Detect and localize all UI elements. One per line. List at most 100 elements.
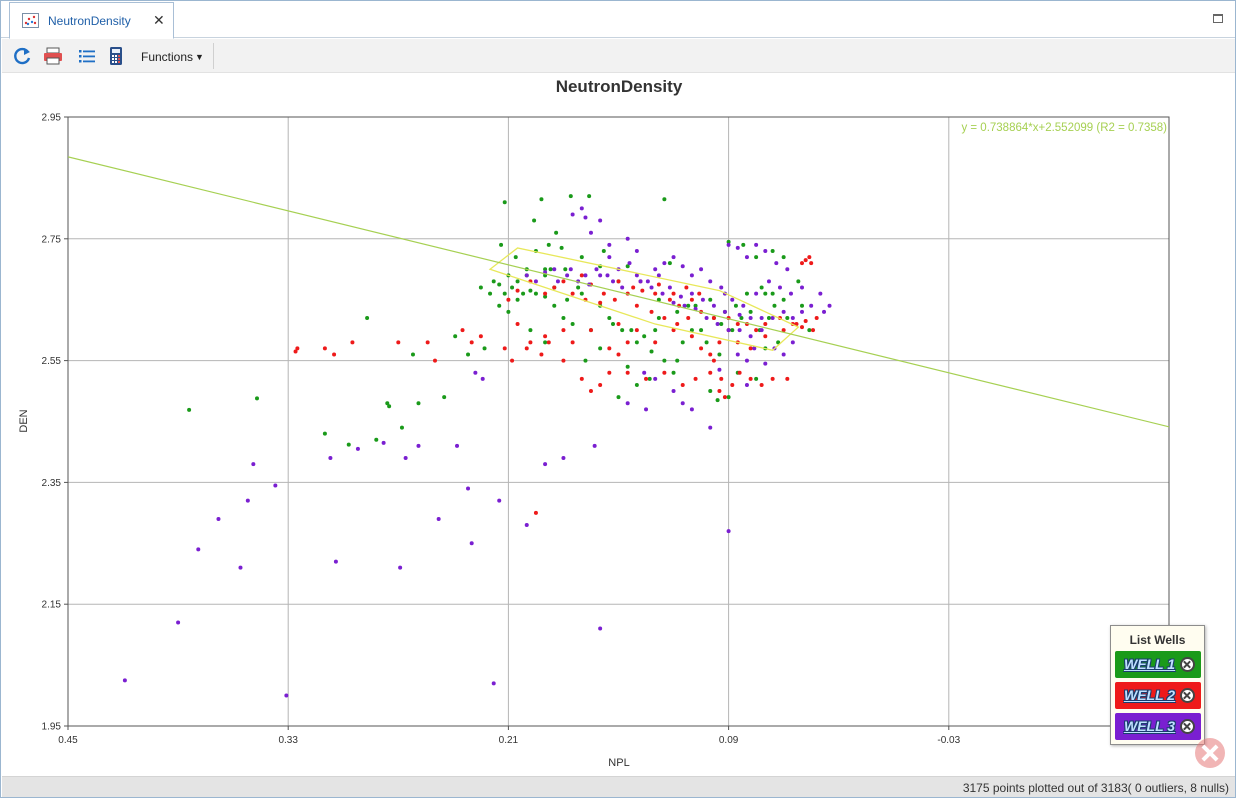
data-point [561,456,566,461]
close-circle-icon[interactable] [1180,688,1195,703]
data-point [730,297,735,302]
data-point [656,282,661,287]
data-point [546,340,551,345]
data-point [506,297,511,302]
data-point [625,340,630,345]
data-point [662,197,667,202]
scatter-plot[interactable]: NeutronDensity 0.45 0.33 0.21 0.09 -0.03 1.95… [1,73,1235,776]
data-point [686,315,691,320]
data-point [800,325,804,330]
data-point [785,267,790,272]
tab-close-icon[interactable]: ✕ [153,12,165,28]
refresh-icon[interactable] [12,45,34,67]
data-point [671,389,676,394]
data-point [607,315,612,320]
data-point [528,288,533,293]
data-point [543,291,548,296]
data-point [649,349,654,354]
data-point [552,267,557,272]
data-point [800,261,804,266]
data-point [772,303,777,308]
data-point [607,346,612,351]
data-point [631,285,636,290]
maximize-icon[interactable] [1213,14,1223,23]
close-icon[interactable] [1195,738,1225,768]
data-point [634,303,639,308]
close-circle-icon[interactable] [1180,657,1195,672]
data-point [693,376,698,381]
data-point [809,303,814,308]
data-point [748,376,753,381]
data-point [759,315,764,320]
data-point [425,340,430,345]
well-1-button[interactable]: WELL 1 [1115,651,1201,678]
data-point [524,346,529,351]
data-point [754,376,759,381]
data-point [680,340,685,345]
data-point [781,328,786,333]
data-point [735,322,740,327]
status-text: 3175 points plotted out of 3183( 0 outli… [962,781,1229,795]
data-point [625,401,630,406]
data-point [794,322,799,327]
y-tick-label: 1.95 [42,722,62,733]
data-point [579,206,584,211]
data-point [396,340,401,345]
data-point [708,297,713,302]
data-point [533,510,538,515]
x-tick-label: 0.45 [58,735,78,746]
data-point [763,248,768,253]
data-point [610,279,615,284]
chart-title: NeutronDensity [556,77,683,96]
data-point [741,303,746,308]
data-point [543,462,548,467]
data-point [480,376,485,381]
data-point [601,291,606,296]
data-point [807,255,812,260]
well-1-label: WELL 1 [1124,656,1176,672]
data-point [469,340,474,345]
data-point [616,322,621,327]
data-point [355,446,360,451]
data-point [726,529,731,534]
data-point [704,315,709,320]
data-point [653,267,658,272]
tab-neutron-density[interactable]: NeutronDensity ✕ [9,2,174,39]
data-point [499,242,504,247]
functions-label: Functions [141,50,194,64]
close-circle-icon[interactable] [1180,719,1195,734]
data-point [730,382,735,387]
data-point [667,297,672,302]
selection-polygon [488,247,800,351]
data-point [385,401,390,406]
data-point [466,486,471,491]
list-icon[interactable] [76,45,98,67]
data-point [715,398,720,403]
data-point [662,358,667,363]
list-wells-panel: List Wells WELL 1 WELL 2 WELL 3 [1110,625,1205,745]
data-point [689,407,694,412]
data-point [785,315,790,320]
data-point [610,322,615,327]
data-point [689,297,694,302]
regression-equation: y = 0.738864*x+2.552099 (R2 = 0.7358) [961,122,1167,134]
data-point [748,309,753,314]
data-point [770,376,775,381]
data-point [774,261,779,266]
data-point [744,382,749,387]
data-point [770,315,775,320]
data-point [552,303,557,308]
calculator-icon[interactable] [105,45,127,67]
data-point [533,291,538,296]
data-point [532,218,537,223]
functions-menu[interactable]: Functions ▼ [141,50,204,64]
data-point [675,358,680,363]
data-point [634,382,639,387]
data-point [579,376,584,381]
print-icon[interactable] [42,45,64,67]
data-point [667,285,672,290]
well-2-button[interactable]: WELL 2 [1115,682,1201,709]
well-3-button[interactable]: WELL 3 [1115,713,1201,740]
data-point [176,620,181,625]
data-point [333,559,338,564]
